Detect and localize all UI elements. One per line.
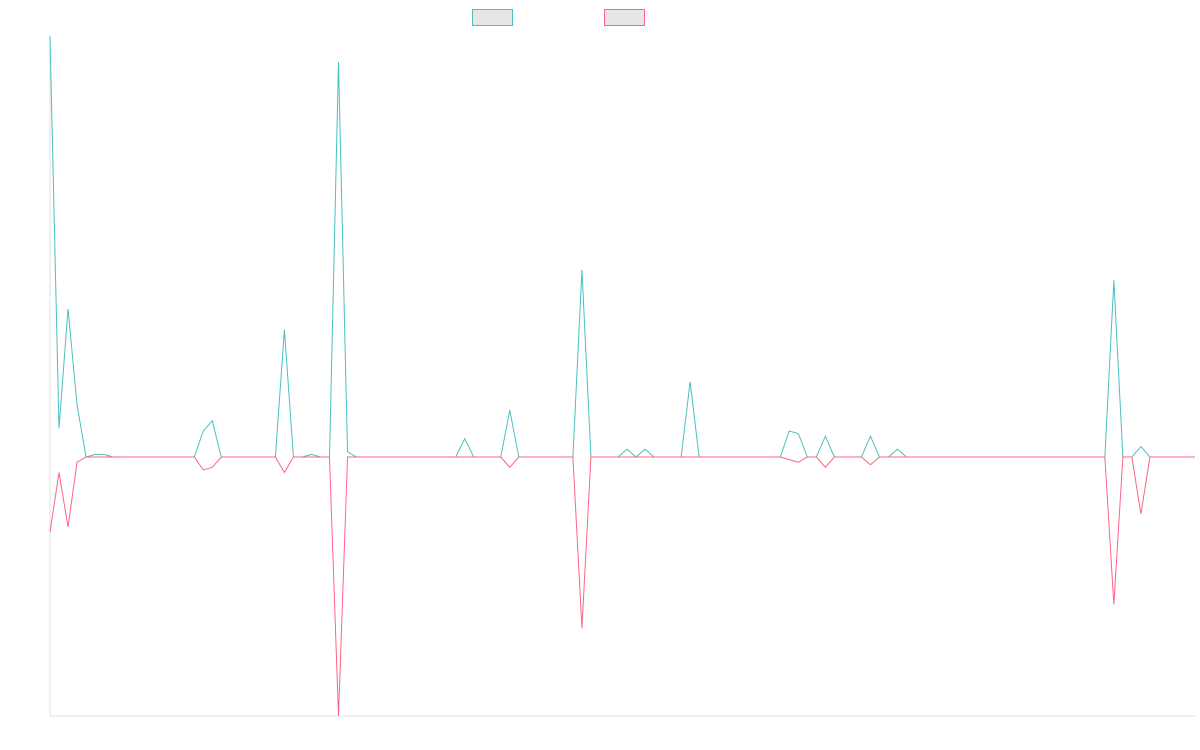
legend-swatch-series-1[interactable]: [472, 9, 513, 26]
axes: [49, 36, 1195, 717]
series-line-1: [49, 35, 1195, 458]
legend: [472, 9, 645, 26]
series-layer: [49, 35, 1195, 717]
legend-swatch-series-2[interactable]: [604, 9, 645, 26]
series-line-2: [49, 456, 1195, 717]
